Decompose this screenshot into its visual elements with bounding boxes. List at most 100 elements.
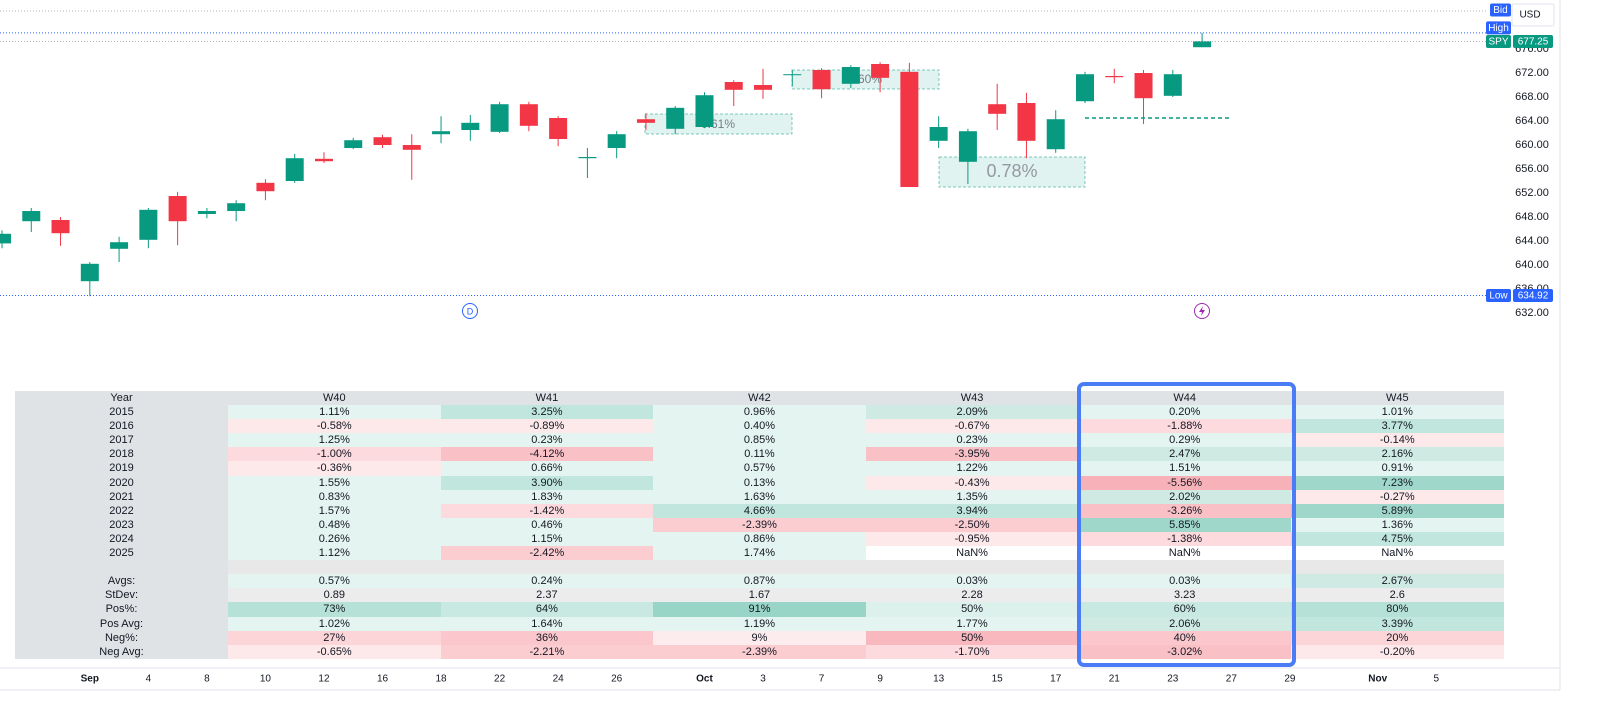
table-cell: 3.90%: [440, 475, 654, 490]
candle-body: [285, 158, 304, 182]
low-badge: Low: [1489, 291, 1508, 302]
row-label: StDev:: [15, 588, 228, 603]
row-label: 2016: [15, 419, 228, 434]
table-cell: -3.26%: [1078, 503, 1291, 518]
header-cell: W41: [440, 391, 654, 406]
candle-body: [168, 196, 187, 222]
table-cell: 1.25%: [228, 433, 441, 448]
table-cell: 73%: [228, 602, 441, 617]
row-label: 2024: [15, 531, 228, 547]
table-cell: -0.67%: [865, 419, 1079, 434]
table-cell: 0.48%: [228, 517, 441, 532]
low-price-badge: 634.92: [1518, 291, 1549, 302]
row-label: 2022: [15, 503, 228, 518]
x-tick-label: Sep: [81, 674, 99, 685]
candle-body: [636, 119, 655, 123]
table-cell: -5.56%: [1078, 475, 1291, 490]
candle-body: [0, 233, 11, 244]
table-row: StDev: 0.89 2.37 1.67 2.28 3.23 2.6: [15, 588, 1504, 603]
table-row: 2022 1.57% -1.42% 4.66% 3.94% -3.26% 5.89%: [15, 503, 1504, 518]
table-cell: -1.38%: [1078, 531, 1291, 547]
x-tick-label: 27: [1226, 674, 1238, 685]
candle-body: [22, 211, 41, 222]
table-row: 2017 1.25% 0.23% 0.85% 0.23% 0.29% -0.14%: [15, 433, 1504, 448]
table-cell: 1.02%: [228, 616, 441, 631]
high-badge-bg: [1486, 21, 1511, 35]
x-tick-label: 18: [435, 674, 447, 685]
table-cell: NaN%: [1290, 546, 1504, 561]
table-cell: 1.77%: [865, 616, 1079, 631]
candle-body: [197, 211, 216, 215]
candle-body: [666, 107, 685, 129]
table-cell: 1.36%: [1290, 517, 1504, 532]
table-row: 2019 -0.36% 0.66% 0.57% 1.22% 1.51% 0.91%: [15, 461, 1504, 476]
table-cell: 1.12%: [228, 546, 441, 561]
table-cell: 50%: [865, 630, 1079, 645]
table-cell: -2.39%: [653, 517, 866, 532]
table-cell: 0.66%: [440, 461, 654, 476]
spacer: [15, 560, 228, 575]
spacer: [228, 560, 1504, 575]
x-tick-label: 7: [819, 674, 825, 685]
seasonality-table: Year W40 W41 W42 W43 W44 W45 2015 1.11% 3.25% 0.96…: [15, 391, 1504, 659]
table-cell: 2.09%: [865, 405, 1079, 420]
table-cell: 0.23%: [865, 433, 1079, 448]
candle-body: [519, 104, 538, 126]
table-cell: -0.43%: [865, 475, 1079, 490]
candle-body: [900, 71, 919, 188]
x-tick-label: 23: [1167, 674, 1179, 685]
row-label: 2023: [15, 517, 228, 532]
table-cell: 0.26%: [228, 531, 441, 547]
header-cell: W43: [865, 391, 1079, 406]
dividend-label[interactable]: D: [467, 306, 474, 316]
table-row: Pos%: 73% 64% 91% 50% 60% 80%: [15, 602, 1504, 617]
x-tick-label: 12: [318, 674, 330, 685]
candle-body: [1046, 119, 1065, 150]
y-tick-label: 664.00: [1515, 115, 1549, 127]
table-cell: 0.40%: [653, 419, 866, 434]
candle-body: [1105, 76, 1124, 78]
table-cell: 1.83%: [440, 489, 654, 504]
x-tick-label: 8: [204, 674, 210, 685]
candle-body: [1017, 103, 1036, 141]
dividend-icon[interactable]: [462, 303, 478, 319]
candle-body: [783, 74, 802, 76]
y-tick-label: 644.00: [1515, 235, 1549, 247]
table-cell: 1.57%: [228, 503, 441, 518]
x-tick-label: 13: [933, 674, 945, 685]
candle-body: [1193, 41, 1212, 48]
table-cell: 0.86%: [653, 531, 866, 547]
x-tick-label: 9: [877, 674, 883, 685]
table-cell: 2.02%: [1078, 489, 1291, 504]
candle-body: [988, 104, 1007, 114]
table-row: 2024 0.26% 1.15% 0.86% -0.95% -1.38% 4.75%: [15, 531, 1504, 547]
table-cell: 0.91%: [1290, 461, 1504, 476]
y-tick-label: 632.00: [1515, 307, 1549, 319]
x-tick-label: 22: [494, 674, 506, 685]
table-cell: 1.35%: [865, 489, 1079, 504]
candle-body: [1134, 73, 1153, 99]
row-label: 2019: [15, 461, 228, 476]
table-cell: 7.23%: [1290, 475, 1504, 490]
row-label: Avgs:: [15, 574, 228, 589]
row-label: 2018: [15, 447, 228, 462]
table-cell: 4.66%: [653, 503, 866, 518]
table-cell: NaN%: [1078, 546, 1291, 561]
candle-body: [607, 134, 626, 149]
table-cell: 0.57%: [228, 574, 441, 589]
table-cell: -2.21%: [440, 644, 654, 659]
row-label: 2021: [15, 489, 228, 504]
row-label: 2020: [15, 475, 228, 490]
table-cell: 20%: [1290, 630, 1504, 645]
table-cell: 50%: [865, 602, 1079, 617]
last-price-badge-bg: [1513, 35, 1553, 49]
table-row: 2015 1.11% 3.25% 0.96% 2.09% 0.20% 1.01%: [15, 405, 1504, 420]
table-cell: 0.24%: [440, 574, 654, 589]
table-cell: -1.88%: [1078, 419, 1291, 434]
header-cell: W42: [653, 391, 866, 406]
x-tick-label: Nov: [1368, 674, 1387, 685]
candle-body: [1163, 74, 1182, 96]
y-tick-label: 672.00: [1515, 67, 1549, 79]
table-row: 2020 1.55% 3.90% 0.13% -0.43% -5.56% 7.23%: [15, 475, 1504, 490]
